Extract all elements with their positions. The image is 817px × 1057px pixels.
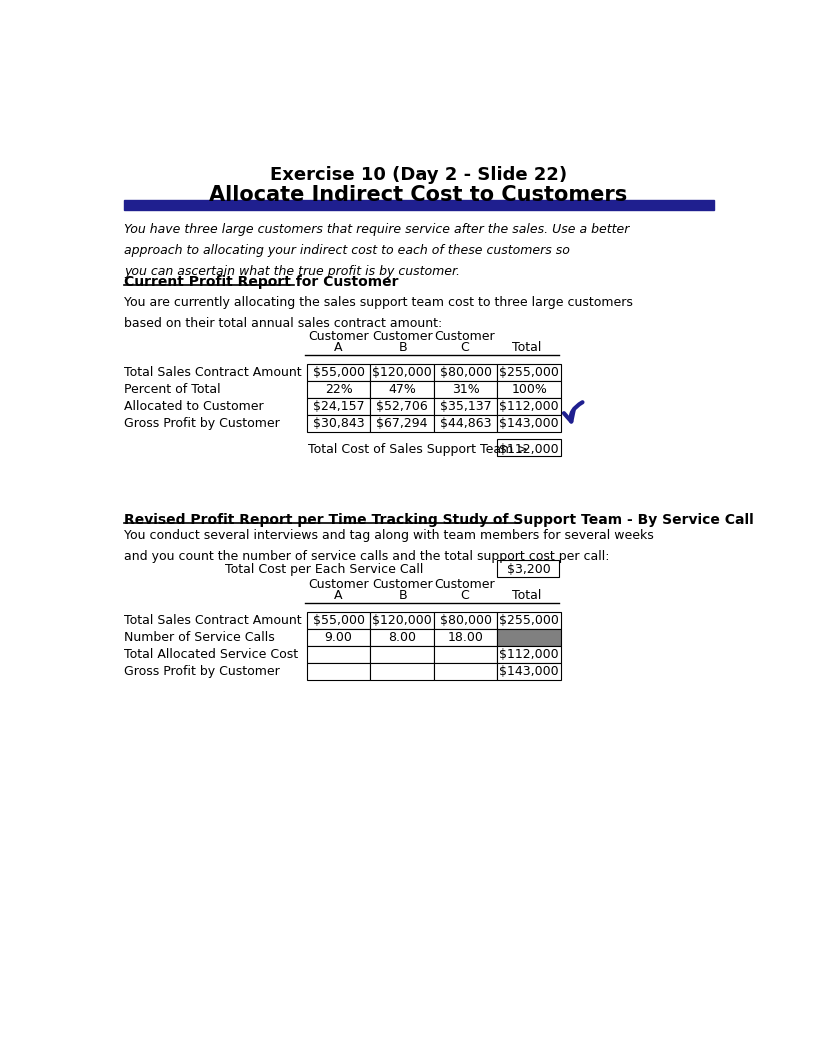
Bar (370, 381, 434, 397)
Bar (434, 629, 498, 646)
Text: Percent of Total: Percent of Total (124, 383, 221, 396)
Text: $112,000: $112,000 (499, 648, 559, 661)
Text: B: B (399, 341, 407, 354)
Text: Customer: Customer (373, 578, 433, 591)
Bar (370, 646, 434, 663)
Text: You are currently allocating the sales support team cost to three large customer: You are currently allocating the sales s… (124, 296, 632, 330)
Text: $67,294: $67,294 (377, 416, 428, 430)
Bar (434, 414, 498, 431)
Bar (498, 559, 560, 576)
Bar (306, 364, 370, 381)
Bar (498, 381, 561, 397)
Text: $80,000: $80,000 (440, 366, 492, 379)
Text: 22%: 22% (324, 383, 352, 396)
Bar (498, 612, 561, 629)
Text: Customer: Customer (308, 578, 368, 591)
Text: C: C (461, 589, 469, 602)
Text: $3,200: $3,200 (507, 563, 551, 576)
Text: Gross Profit by Customer: Gross Profit by Customer (124, 665, 279, 678)
Text: Total Sales Contract Amount: Total Sales Contract Amount (124, 366, 301, 379)
Bar (434, 663, 498, 680)
Bar (306, 629, 370, 646)
Text: Total Cost of Sales Support Team >: Total Cost of Sales Support Team > (308, 443, 528, 456)
Bar (370, 414, 434, 431)
Bar (370, 629, 434, 646)
Text: Customer: Customer (435, 578, 495, 591)
Text: A: A (334, 589, 343, 602)
Text: $55,000: $55,000 (312, 614, 364, 627)
Text: $120,000: $120,000 (373, 614, 432, 627)
Text: You have three large customers that require service after the sales. Use a bette: You have three large customers that requ… (124, 223, 629, 278)
Text: $52,706: $52,706 (376, 400, 428, 413)
Bar (370, 364, 434, 381)
Text: 31%: 31% (452, 383, 480, 396)
Text: Exercise 10 (Day 2 - Slide 22): Exercise 10 (Day 2 - Slide 22) (270, 166, 567, 184)
Text: Current Profit Report for Customer: Current Profit Report for Customer (124, 275, 399, 289)
Bar (498, 629, 561, 646)
Bar (434, 646, 498, 663)
Bar (306, 414, 370, 431)
Text: Allocated to Customer: Allocated to Customer (124, 400, 263, 413)
Text: $24,157: $24,157 (313, 400, 364, 413)
Text: $255,000: $255,000 (499, 614, 559, 627)
Text: $112,000: $112,000 (499, 443, 559, 456)
Bar (434, 612, 498, 629)
Bar (434, 397, 498, 414)
Bar (370, 397, 434, 414)
Text: $143,000: $143,000 (499, 416, 559, 430)
Bar (498, 646, 561, 663)
Text: $120,000: $120,000 (373, 366, 432, 379)
Text: 47%: 47% (388, 383, 416, 396)
Text: Customer: Customer (435, 330, 495, 342)
Text: $30,843: $30,843 (313, 416, 364, 430)
Text: Number of Service Calls: Number of Service Calls (124, 631, 275, 644)
Bar (498, 397, 561, 414)
Text: Allocate Indirect Cost to Customers: Allocate Indirect Cost to Customers (209, 185, 627, 205)
Text: Customer: Customer (373, 330, 433, 342)
Text: $35,137: $35,137 (440, 400, 491, 413)
Text: Gross Profit by Customer: Gross Profit by Customer (124, 416, 279, 430)
Bar (306, 612, 370, 629)
Bar (498, 663, 561, 680)
Bar (434, 381, 498, 397)
Text: $143,000: $143,000 (499, 665, 559, 678)
Text: 18.00: 18.00 (448, 631, 484, 644)
Text: C: C (461, 341, 469, 354)
Text: Total Cost per Each Service Call: Total Cost per Each Service Call (225, 563, 423, 576)
Text: $55,000: $55,000 (312, 366, 364, 379)
Bar (306, 397, 370, 414)
Bar (498, 440, 561, 457)
Text: B: B (399, 589, 407, 602)
Text: 9.00: 9.00 (324, 631, 352, 644)
Text: Total Allocated Service Cost: Total Allocated Service Cost (124, 648, 298, 661)
Text: Revised Profit Report per Time Tracking Study of Support Team - By Service Call: Revised Profit Report per Time Tracking … (124, 514, 753, 527)
Bar (306, 646, 370, 663)
Text: $44,863: $44,863 (440, 416, 491, 430)
Text: A: A (334, 341, 343, 354)
Bar (370, 612, 434, 629)
Text: $80,000: $80,000 (440, 614, 492, 627)
Text: 8.00: 8.00 (388, 631, 416, 644)
Text: You conduct several interviews and tag along with team members for several weeks: You conduct several interviews and tag a… (124, 528, 654, 562)
Bar (306, 663, 370, 680)
Text: $112,000: $112,000 (499, 400, 559, 413)
Text: Customer: Customer (308, 330, 368, 342)
Text: Total: Total (512, 589, 542, 602)
Bar (306, 381, 370, 397)
Text: 100%: 100% (511, 383, 547, 396)
Bar (498, 364, 561, 381)
Bar (498, 414, 561, 431)
Bar (124, 200, 714, 210)
Bar (434, 364, 498, 381)
Text: $255,000: $255,000 (499, 366, 559, 379)
Text: Total Sales Contract Amount: Total Sales Contract Amount (124, 614, 301, 627)
Text: Total: Total (512, 341, 542, 354)
Bar (370, 663, 434, 680)
